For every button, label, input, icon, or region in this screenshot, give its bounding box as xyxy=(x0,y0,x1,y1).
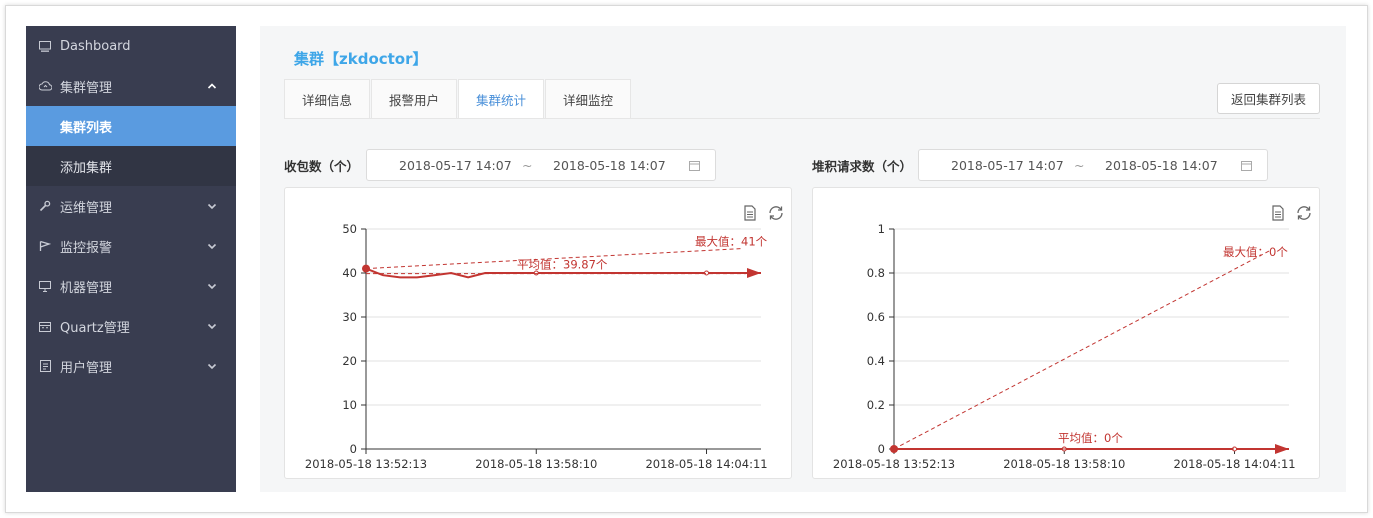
range-end: 2018-05-18 14:07 xyxy=(553,158,666,173)
y-tick-label: 40 xyxy=(342,266,357,280)
calendar-icon xyxy=(38,319,52,333)
series-line xyxy=(365,267,761,279)
sidebar-item-label: Dashboard xyxy=(60,38,131,54)
max-label: 最大值：0个 xyxy=(1223,245,1288,259)
monitor-icon xyxy=(38,39,52,53)
x-tick-label: 2018-05-18 13:52:13 xyxy=(305,457,427,471)
series-end-arrow xyxy=(747,268,761,278)
range-separator: ~ xyxy=(1074,158,1085,173)
x-tick-label: 2018-05-18 13:58:10 xyxy=(1003,457,1125,471)
back-to-cluster-list-button[interactable]: 返回集群列表 xyxy=(1217,83,1320,114)
data-point xyxy=(533,270,539,276)
max-label: 最大值：41个 xyxy=(695,235,768,249)
refresh-icon[interactable] xyxy=(767,204,785,222)
sidebar-item-quartz-manage[interactable]: Quartz管理 xyxy=(26,306,236,346)
packets-received-label: 收包数（个） xyxy=(284,159,360,174)
sidebar-item-label: 集群管理 xyxy=(60,80,113,96)
pending-requests-chart-plot: 0 0.2 0.4 0.6 0.8 1 2018-05-18 13:52:13 2018-05… xyxy=(833,222,1296,471)
chevron-down-icon xyxy=(207,283,217,290)
page-title: 集群【zkdoctor】 xyxy=(294,50,428,68)
tab-bar: 详细信息 报警用户 集群统计 详细监控 xyxy=(284,79,632,119)
user-card-icon xyxy=(38,359,52,373)
range-separator: ~ xyxy=(522,158,533,173)
y-tick-label: 20 xyxy=(342,354,357,368)
sidebar: Dashboard 集群管理 集群列表 添加集群 运维管理 监控报警 机器管理 xyxy=(26,26,236,492)
average-label: 平均值：39.87个 xyxy=(517,258,608,272)
y-tick-label: 1 xyxy=(878,222,885,236)
cloud-icon xyxy=(38,79,52,93)
sidebar-item-user-manage[interactable]: 用户管理 xyxy=(26,346,236,386)
calendar-icon xyxy=(689,161,700,171)
chevron-down-icon xyxy=(207,363,217,370)
sidebar-item-dashboard[interactable]: Dashboard xyxy=(26,26,236,66)
pending-requests-label: 堆积请求数（个） xyxy=(812,159,913,174)
sidebar-item-ops-manage[interactable]: 运维管理 xyxy=(26,186,236,226)
desktop-icon xyxy=(38,279,52,293)
y-tick-label: 0.8 xyxy=(867,266,885,280)
y-tick-label: 10 xyxy=(342,398,357,412)
wrench-icon xyxy=(38,199,52,213)
sidebar-item-label: 运维管理 xyxy=(60,200,113,216)
max-line xyxy=(893,250,1270,450)
chevron-down-icon xyxy=(207,323,217,330)
range-start: 2018-05-17 14:07 xyxy=(951,158,1064,173)
calendar-icon xyxy=(1241,161,1252,171)
sidebar-item-label: Quartz管理 xyxy=(60,320,130,336)
range-start: 2018-05-17 14:07 xyxy=(399,158,512,173)
tab-detail-info[interactable]: 详细信息 xyxy=(284,79,371,118)
y-tick-label: 0.4 xyxy=(867,354,885,368)
y-tick-label: 0.6 xyxy=(867,310,885,324)
chevron-down-icon xyxy=(207,203,217,210)
y-tick-label: 0 xyxy=(878,442,885,456)
series-end-arrow xyxy=(1275,444,1289,454)
sidebar-item-machine-manage[interactable]: 机器管理 xyxy=(26,266,236,306)
sidebar-item-cluster-manage[interactable]: 集群管理 xyxy=(26,66,236,106)
range-end: 2018-05-18 14:07 xyxy=(1105,158,1218,173)
average-label: 平均值：0个 xyxy=(1058,431,1123,445)
y-tick-label: 0.2 xyxy=(867,398,885,412)
sidebar-item-label: 机器管理 xyxy=(60,280,113,296)
data-view-icon[interactable] xyxy=(741,204,759,222)
x-tick-label: 2018-05-18 14:04:11 xyxy=(645,457,767,471)
pending-date-range-input[interactable]: 2018-05-17 14:07 ~ 2018-05-18 14:07 xyxy=(918,149,1268,181)
refresh-icon[interactable] xyxy=(1295,204,1313,222)
packets-chart-plot: 0 10 20 30 40 50 2018-05-18 13:52:13 2018-05-18… xyxy=(305,222,768,471)
data-view-icon[interactable] xyxy=(1269,204,1287,222)
tab-divider xyxy=(284,118,1320,119)
y-tick-label: 50 xyxy=(342,222,357,236)
start-point xyxy=(890,445,898,453)
pending-requests-chart: 0 0.2 0.4 0.6 0.8 1 2018-05-18 13:52:13 2018-05… xyxy=(812,187,1320,479)
sidebar-item-monitor-alarm[interactable]: 监控报警 xyxy=(26,226,236,266)
packets-chart: 0 10 20 30 40 50 2018-05-18 13:52:13 2018-05-18… xyxy=(284,187,792,479)
sidebar-item-label: 用户管理 xyxy=(60,360,113,376)
tab-cluster-stats[interactable]: 集群统计 xyxy=(458,79,545,119)
y-tick-label: 0 xyxy=(350,442,357,456)
x-tick-label: 2018-05-18 14:04:11 xyxy=(1173,457,1295,471)
sidebar-subitem-add-cluster[interactable]: 添加集群 xyxy=(26,146,236,186)
packets-date-range-input[interactable]: 2018-05-17 14:07 ~ 2018-05-18 14:07 xyxy=(366,149,716,181)
sidebar-item-label: 监控报警 xyxy=(60,240,113,256)
flag-icon xyxy=(38,239,52,253)
start-point xyxy=(362,264,370,273)
tab-alarm-users[interactable]: 报警用户 xyxy=(371,79,458,118)
sidebar-subitem-cluster-list[interactable]: 集群列表 xyxy=(26,106,236,146)
tab-detail-monitor[interactable]: 详细监控 xyxy=(545,79,632,118)
chevron-down-icon xyxy=(207,243,217,250)
y-tick-label: 30 xyxy=(342,310,357,324)
x-tick-label: 2018-05-18 13:58:10 xyxy=(475,457,597,471)
data-point xyxy=(704,270,710,276)
x-tick-label: 2018-05-18 13:52:13 xyxy=(833,457,955,471)
chevron-up-icon xyxy=(207,83,217,89)
